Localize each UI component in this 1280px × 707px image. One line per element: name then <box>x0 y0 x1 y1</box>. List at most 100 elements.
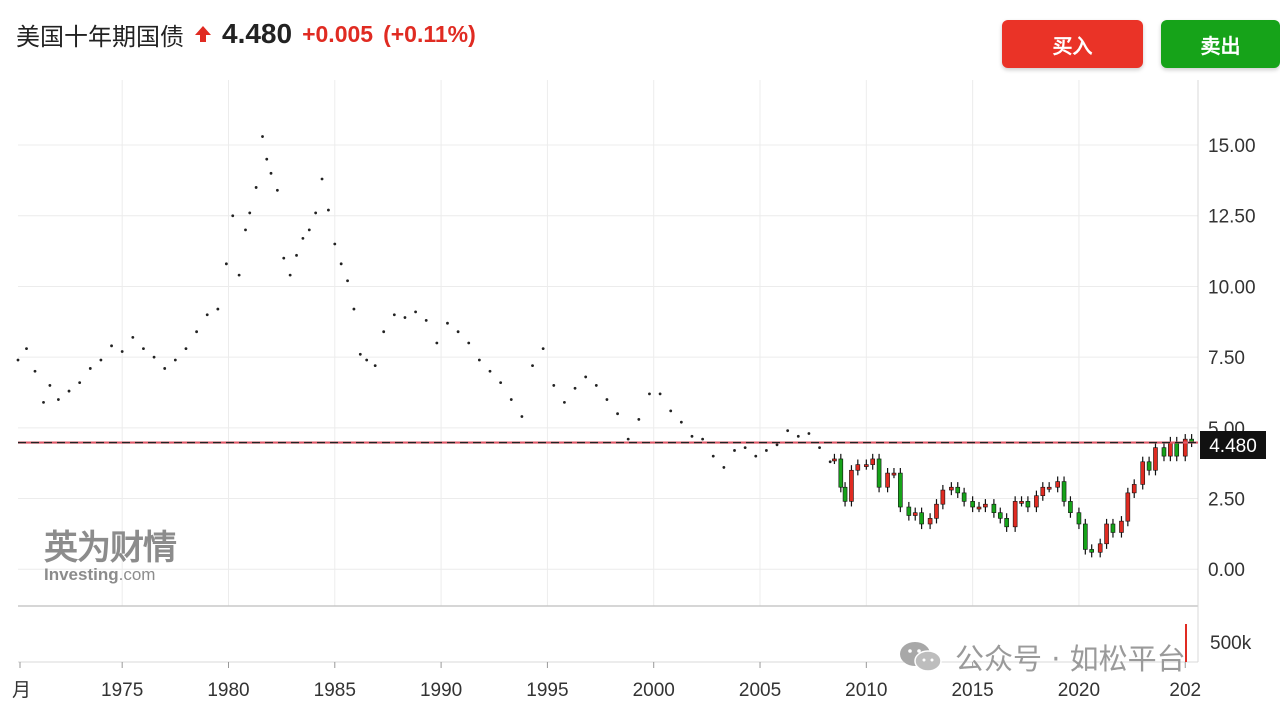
x-tick-label: 2000 <box>633 680 675 701</box>
data-point <box>679 420 683 424</box>
data-point <box>690 434 694 438</box>
candle <box>1025 501 1031 508</box>
investing-logo: 英为财情 Investing.com <box>44 530 177 584</box>
data-point <box>261 135 264 138</box>
candle <box>870 458 876 465</box>
price-change-percent: (+0.11%) <box>383 20 476 47</box>
data-point <box>78 381 82 384</box>
data-point <box>282 256 286 260</box>
data-point <box>424 318 428 322</box>
data-point <box>33 369 37 373</box>
data-point <box>265 157 269 161</box>
candle <box>832 458 837 462</box>
data-point <box>365 358 369 362</box>
buy-button[interactable]: 买入 <box>1002 20 1143 68</box>
data-point <box>301 236 305 240</box>
data-point <box>743 446 747 450</box>
data-point <box>205 313 209 317</box>
y-tick-label: 15.00 <box>1208 136 1256 157</box>
candle <box>1131 484 1137 494</box>
data-point <box>626 437 630 441</box>
wechat-watermark: 公众号 · 如松平台 <box>897 636 1186 678</box>
candle <box>983 503 988 508</box>
data-point <box>131 335 135 339</box>
data-point <box>358 352 362 356</box>
data-point <box>216 307 220 311</box>
sell-button[interactable]: 卖出 <box>1161 20 1280 68</box>
candle <box>1019 501 1024 504</box>
data-point <box>701 437 705 441</box>
data-point <box>42 400 45 404</box>
y-tick-label: 2.50 <box>1208 490 1245 511</box>
data-point <box>307 228 311 232</box>
candle <box>1061 481 1067 502</box>
candle <box>1168 441 1173 457</box>
data-point <box>648 392 651 396</box>
candle <box>898 472 903 508</box>
data-point <box>48 384 52 387</box>
candle <box>891 472 897 476</box>
data-point <box>237 273 241 277</box>
candle <box>855 464 861 471</box>
data-point <box>552 384 556 387</box>
candle <box>970 501 975 508</box>
data-point <box>269 171 273 175</box>
x-tick-label: 2005 <box>739 680 781 701</box>
candle <box>1140 461 1146 485</box>
data-point <box>807 432 811 435</box>
candle <box>1055 481 1060 488</box>
candle <box>842 486 848 502</box>
candle <box>1097 543 1103 553</box>
up-arrow-icon <box>195 26 211 42</box>
candle <box>1161 447 1167 457</box>
data-point <box>195 330 198 334</box>
x-tick-label: 2020 <box>1058 680 1100 701</box>
data-point <box>488 369 492 373</box>
data-point <box>373 364 377 368</box>
candle <box>838 458 844 488</box>
logo-en: Investing.com <box>44 566 176 584</box>
last-price: 4.480 <box>222 18 293 49</box>
data-point <box>658 392 662 396</box>
candle <box>1174 441 1180 457</box>
data-point <box>786 429 790 433</box>
data-point <box>244 228 247 232</box>
data-point <box>275 188 279 192</box>
candle <box>1076 512 1082 525</box>
data-point <box>722 466 726 469</box>
x-axis: 月 1975 1980 1985 1990 1995 2000 2005 2010 2015 202… <box>12 662 1201 701</box>
data-point <box>467 341 471 345</box>
data-point <box>339 262 343 266</box>
data-point <box>120 350 124 353</box>
y-tick-label: 10.00 <box>1208 277 1256 298</box>
data-point <box>616 412 619 416</box>
candle <box>1089 549 1094 553</box>
y-tick-label: 7.50 <box>1208 348 1245 369</box>
data-point <box>605 398 609 401</box>
instrument-title: 美国十年期国债 <box>16 22 184 51</box>
candle <box>934 503 939 519</box>
data-point <box>224 262 228 266</box>
data-point <box>403 316 407 319</box>
x-tick-label: 202 <box>1169 680 1201 701</box>
x-tick-label: 月 <box>12 680 31 701</box>
candle <box>940 489 946 505</box>
data-point <box>584 375 588 379</box>
data-point <box>435 341 439 345</box>
candle <box>1034 495 1039 508</box>
data-point <box>499 381 503 384</box>
logo-en-text: Investing <box>44 565 119 584</box>
y-tick-label: 0.00 <box>1208 560 1245 581</box>
data-point <box>414 310 417 314</box>
current-price-label: 4.480 <box>1209 436 1257 457</box>
volume-pane <box>18 80 1199 663</box>
candle <box>997 512 1003 519</box>
data-point <box>775 443 779 447</box>
data-point <box>184 347 188 351</box>
x-tick-label: 1975 <box>101 680 143 701</box>
data-point <box>594 384 598 387</box>
data-point <box>67 389 71 393</box>
data-point <box>288 273 292 277</box>
candle <box>1012 501 1018 528</box>
